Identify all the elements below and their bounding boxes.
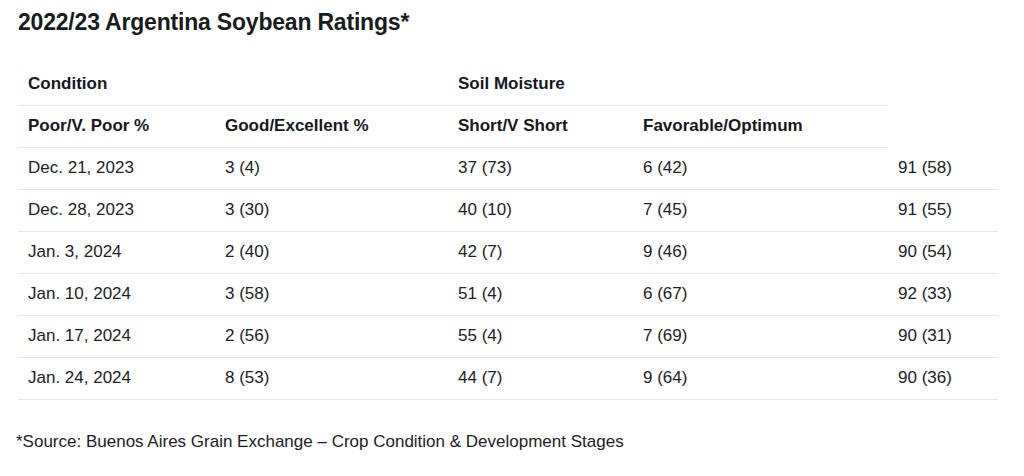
column-header-good-excellent: Good/Excellent % xyxy=(215,105,448,147)
cell-favorable: 90 (36) xyxy=(888,357,998,399)
cell-date: Jan. 24, 2024 xyxy=(18,357,215,399)
column-header-poor-vpoor: Poor/V. Poor % xyxy=(18,105,215,147)
cell-favorable: 92 (33) xyxy=(888,273,998,315)
cell-date: Jan. 10, 2024 xyxy=(18,273,215,315)
cell-short: 7 (69) xyxy=(633,315,888,357)
table-row: Jan. 10, 2024 3 (58) 51 (4) 6 (67) 92 (3… xyxy=(18,273,998,315)
cell-good: 40 (10) xyxy=(448,189,633,231)
cell-short: 9 (46) xyxy=(633,231,888,273)
cell-short: 6 (67) xyxy=(633,273,888,315)
cell-good: 44 (7) xyxy=(448,357,633,399)
cell-favorable: 90 (54) xyxy=(888,231,998,273)
table-row: Dec. 28, 2023 3 (30) 40 (10) 7 (45) 91 (… xyxy=(18,189,998,231)
column-header-row: Poor/V. Poor % Good/Excellent % Short/V … xyxy=(18,105,998,147)
cell-poor: 2 (56) xyxy=(215,315,448,357)
column-header-favorable-optimum: Favorable/Optimum xyxy=(633,105,888,147)
cell-short: 9 (64) xyxy=(633,357,888,399)
cell-good: 55 (4) xyxy=(448,315,633,357)
page-title: 2022/23 Argentina Soybean Ratings* xyxy=(18,0,1024,37)
cell-good: 37 (73) xyxy=(448,147,633,189)
table-row: Jan. 24, 2024 8 (53) 44 (7) 9 (64) 90 (3… xyxy=(18,357,998,399)
cell-date: Jan. 3, 2024 xyxy=(18,231,215,273)
group-header-row: Condition Soil Moisture xyxy=(18,63,998,105)
cell-good: 42 (7) xyxy=(448,231,633,273)
group-header-condition: Condition xyxy=(18,63,448,105)
cell-favorable: 91 (55) xyxy=(888,189,998,231)
cell-poor: 2 (40) xyxy=(215,231,448,273)
cell-date: Dec. 21, 2023 xyxy=(18,147,215,189)
cell-short: 6 (42) xyxy=(633,147,888,189)
cell-favorable: 91 (58) xyxy=(888,147,998,189)
soybean-ratings-table: Condition Soil Moisture Poor/V. Poor % G… xyxy=(18,63,998,400)
table-row: Jan. 3, 2024 2 (40) 42 (7) 9 (46) 90 (54… xyxy=(18,231,998,273)
cell-short: 7 (45) xyxy=(633,189,888,231)
table-row: Dec. 21, 2023 3 (4) 37 (73) 6 (42) 91 (5… xyxy=(18,147,998,189)
column-header-empty xyxy=(888,105,998,147)
group-header-soil-moisture: Soil Moisture xyxy=(448,63,888,105)
column-header-short-vshort: Short/V Short xyxy=(448,105,633,147)
cell-poor: 3 (4) xyxy=(215,147,448,189)
cell-poor: 3 (30) xyxy=(215,189,448,231)
cell-poor: 8 (53) xyxy=(215,357,448,399)
group-header-empty xyxy=(888,63,998,105)
page: 2022/23 Argentina Soybean Ratings* Condi… xyxy=(0,0,1024,476)
source-footnote: *Source: Buenos Aires Grain Exchange – C… xyxy=(16,431,1024,453)
cell-date: Dec. 28, 2023 xyxy=(18,189,215,231)
cell-good: 51 (4) xyxy=(448,273,633,315)
cell-poor: 3 (58) xyxy=(215,273,448,315)
cell-favorable: 90 (31) xyxy=(888,315,998,357)
table-row: Jan. 17, 2024 2 (56) 55 (4) 7 (69) 90 (3… xyxy=(18,315,998,357)
cell-date: Jan. 17, 2024 xyxy=(18,315,215,357)
